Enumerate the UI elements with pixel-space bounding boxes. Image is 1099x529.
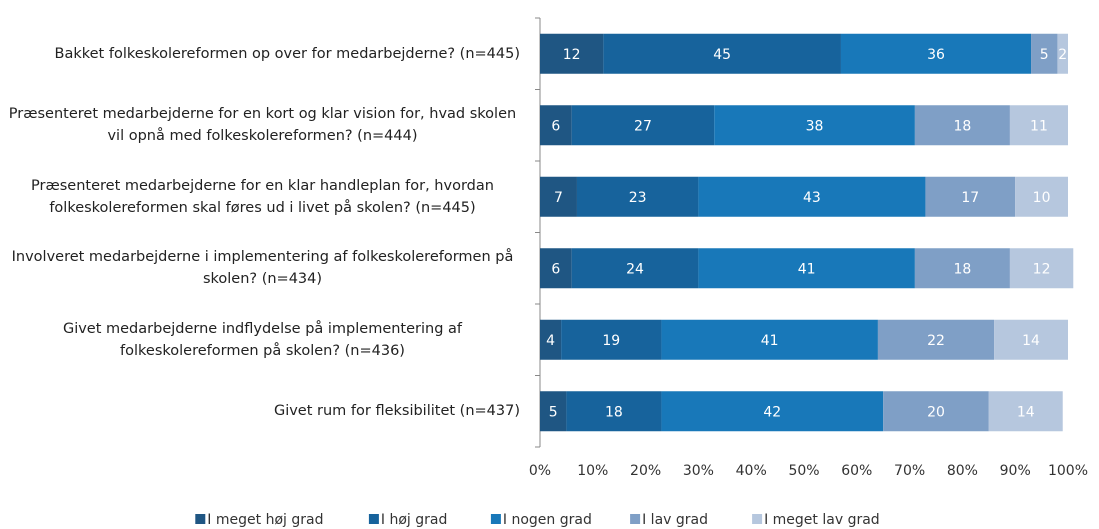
category-text: Involveret medarbejderne i implementerin…: [11, 249, 514, 288]
bar-segment: [571, 105, 715, 146]
data-label: 18: [953, 118, 971, 134]
x-tick-label: 10%: [577, 463, 608, 479]
data-label: 12: [1033, 261, 1051, 277]
bar-segment: [661, 319, 878, 360]
data-label: 11: [1030, 118, 1048, 134]
category-text: Præsenteret medarbejderne for en klar ha…: [31, 177, 494, 216]
legend-label: I meget lav grad: [764, 512, 880, 528]
bar-segment: [925, 176, 1016, 217]
data-label: 24: [626, 261, 644, 277]
bar-segment: [566, 391, 662, 432]
bar-segment: [914, 105, 1010, 146]
category-label: Involveret medarbejderne i implementerin…: [5, 246, 520, 290]
bar-segment: [576, 176, 699, 217]
data-label: 17: [961, 190, 979, 206]
bar-segment: [540, 105, 572, 146]
data-label: 22: [927, 333, 945, 349]
bar-segment: [1009, 248, 1074, 289]
bar-segment: [988, 391, 1063, 432]
category-text: Præsenteret medarbejderne for en kort og…: [8, 106, 517, 145]
bar-segment: [540, 33, 604, 74]
bar-segment: [714, 105, 915, 146]
bar-segment: [1015, 176, 1068, 217]
legend-swatch: [368, 514, 379, 524]
legend-swatch: [490, 514, 501, 524]
data-label: 18: [605, 404, 623, 420]
data-label: 43: [803, 190, 821, 206]
data-label: 7: [554, 190, 563, 206]
data-label: 36: [927, 47, 945, 63]
bar-segment: [1009, 105, 1068, 146]
legend-label: I høj grad: [381, 512, 447, 528]
x-tick-label: 50%: [788, 463, 819, 479]
legend-swatch: [195, 514, 206, 524]
data-label: 41: [798, 261, 816, 277]
x-tick-label: 60%: [841, 463, 872, 479]
data-label: 20: [927, 404, 945, 420]
data-label: 10: [1033, 190, 1051, 206]
legend-swatch: [752, 514, 763, 524]
bar-segment: [883, 391, 989, 432]
data-label: 6: [551, 261, 560, 277]
data-label: 14: [1017, 404, 1035, 420]
category-label: Præsenteret medarbejderne for en klar ha…: [5, 175, 520, 219]
bar-segment: [698, 176, 926, 217]
data-label: 6: [551, 118, 560, 134]
data-label: 27: [634, 118, 652, 134]
data-label: 19: [602, 333, 620, 349]
x-tick-label: 100%: [1048, 463, 1088, 479]
legend-label: I nogen grad: [503, 512, 592, 528]
x-tick-label: 70%: [894, 463, 925, 479]
data-label: 45: [713, 47, 731, 63]
data-label: 42: [763, 404, 781, 420]
bar-segment: [914, 248, 1010, 289]
data-label: 18: [953, 261, 971, 277]
data-label: 23: [629, 190, 647, 206]
legend-label: I meget høj grad: [207, 512, 323, 528]
bar-segment: [571, 248, 699, 289]
x-tick-label: 30%: [683, 463, 714, 479]
category-label: Præsenteret medarbejderne for en kort og…: [5, 103, 520, 147]
category-text: Bakket folkeskolereformen op over for me…: [54, 45, 520, 62]
bar-segment: [540, 391, 567, 432]
category-label: Givet rum for fleksibilitet (n=437): [274, 400, 520, 422]
data-label: 5: [1040, 47, 1049, 63]
data-label: 4: [546, 333, 555, 349]
data-label: 38: [806, 118, 824, 134]
x-tick-label: 90%: [1000, 463, 1031, 479]
bar-segment: [877, 319, 995, 360]
category-label: Givet medarbejderne indflydelse på imple…: [5, 318, 520, 362]
data-label: 2: [1058, 47, 1067, 63]
bar-segment: [1057, 33, 1068, 74]
category-label: Bakket folkeskolereformen op over for me…: [55, 43, 520, 65]
bar-segment: [1031, 33, 1058, 74]
bar-segment: [840, 33, 1032, 74]
category-text: Givet rum for fleksibilitet (n=437): [273, 403, 520, 420]
x-tick-label: 40%: [736, 463, 767, 479]
data-label: 12: [563, 47, 581, 63]
bar-segment: [698, 248, 915, 289]
x-tick-label: 80%: [947, 463, 978, 479]
bar-segment: [603, 33, 841, 74]
data-label: 5: [549, 404, 558, 420]
x-tick-label: 20%: [630, 463, 661, 479]
bar-segment: [994, 319, 1068, 360]
bar-segment: [561, 319, 662, 360]
data-label: 41: [761, 333, 779, 349]
bar-segment: [540, 176, 577, 217]
legend-swatch: [630, 514, 641, 524]
bar-segment: [540, 248, 572, 289]
bar-segment: [661, 391, 884, 432]
x-tick-label: 0%: [529, 463, 551, 479]
bar-segment: [540, 319, 562, 360]
category-text: Givet medarbejderne indflydelse på imple…: [62, 320, 463, 359]
data-label: 14: [1022, 333, 1040, 349]
legend-label: I lav grad: [642, 512, 708, 528]
